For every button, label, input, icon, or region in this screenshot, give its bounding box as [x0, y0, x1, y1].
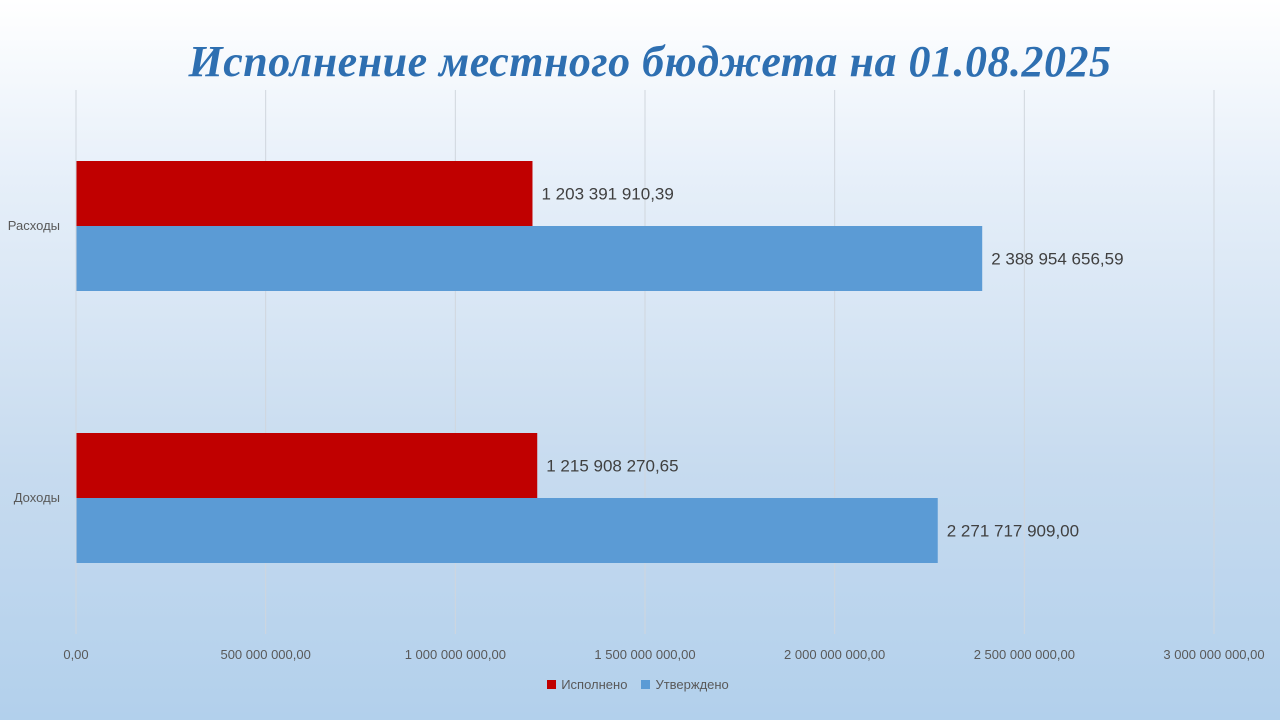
legend-label: Утверждено — [655, 677, 729, 692]
category-label: Расходы — [8, 218, 60, 233]
data-label: 2 388 954 656,59 — [991, 250, 1123, 269]
bar — [76, 226, 983, 291]
legend-swatch — [641, 680, 651, 689]
chart-title: Исполнение местного бюджета на 01.08.202… — [188, 37, 1112, 86]
data-label: 1 215 908 270,65 — [546, 457, 678, 476]
legend-swatch — [547, 680, 557, 689]
legend-label: Исполнено — [561, 677, 628, 692]
bar — [76, 498, 938, 563]
legend: Исполнено Утверждено — [0, 677, 1276, 692]
legend-item: Исполнено — [547, 677, 627, 692]
x-tick-label: 500 000 000,00 — [220, 647, 310, 662]
legend-item: Утверждено — [641, 677, 729, 692]
bar — [76, 433, 538, 498]
category-label: Доходы — [14, 490, 60, 505]
x-tick-label: 1 500 000 000,00 — [594, 647, 695, 662]
x-tick-label: 1 000 000 000,00 — [405, 647, 506, 662]
data-label: 1 203 391 910,39 — [541, 185, 673, 204]
x-tick-label: 3 000 000 000,00 — [1163, 647, 1264, 662]
x-tick-label: 2 500 000 000,00 — [974, 647, 1075, 662]
x-tick-label: 2 000 000 000,00 — [784, 647, 885, 662]
data-label: 2 271 717 909,00 — [947, 522, 1079, 541]
x-tick-label: 0,00 — [63, 647, 88, 662]
bar — [76, 161, 533, 226]
